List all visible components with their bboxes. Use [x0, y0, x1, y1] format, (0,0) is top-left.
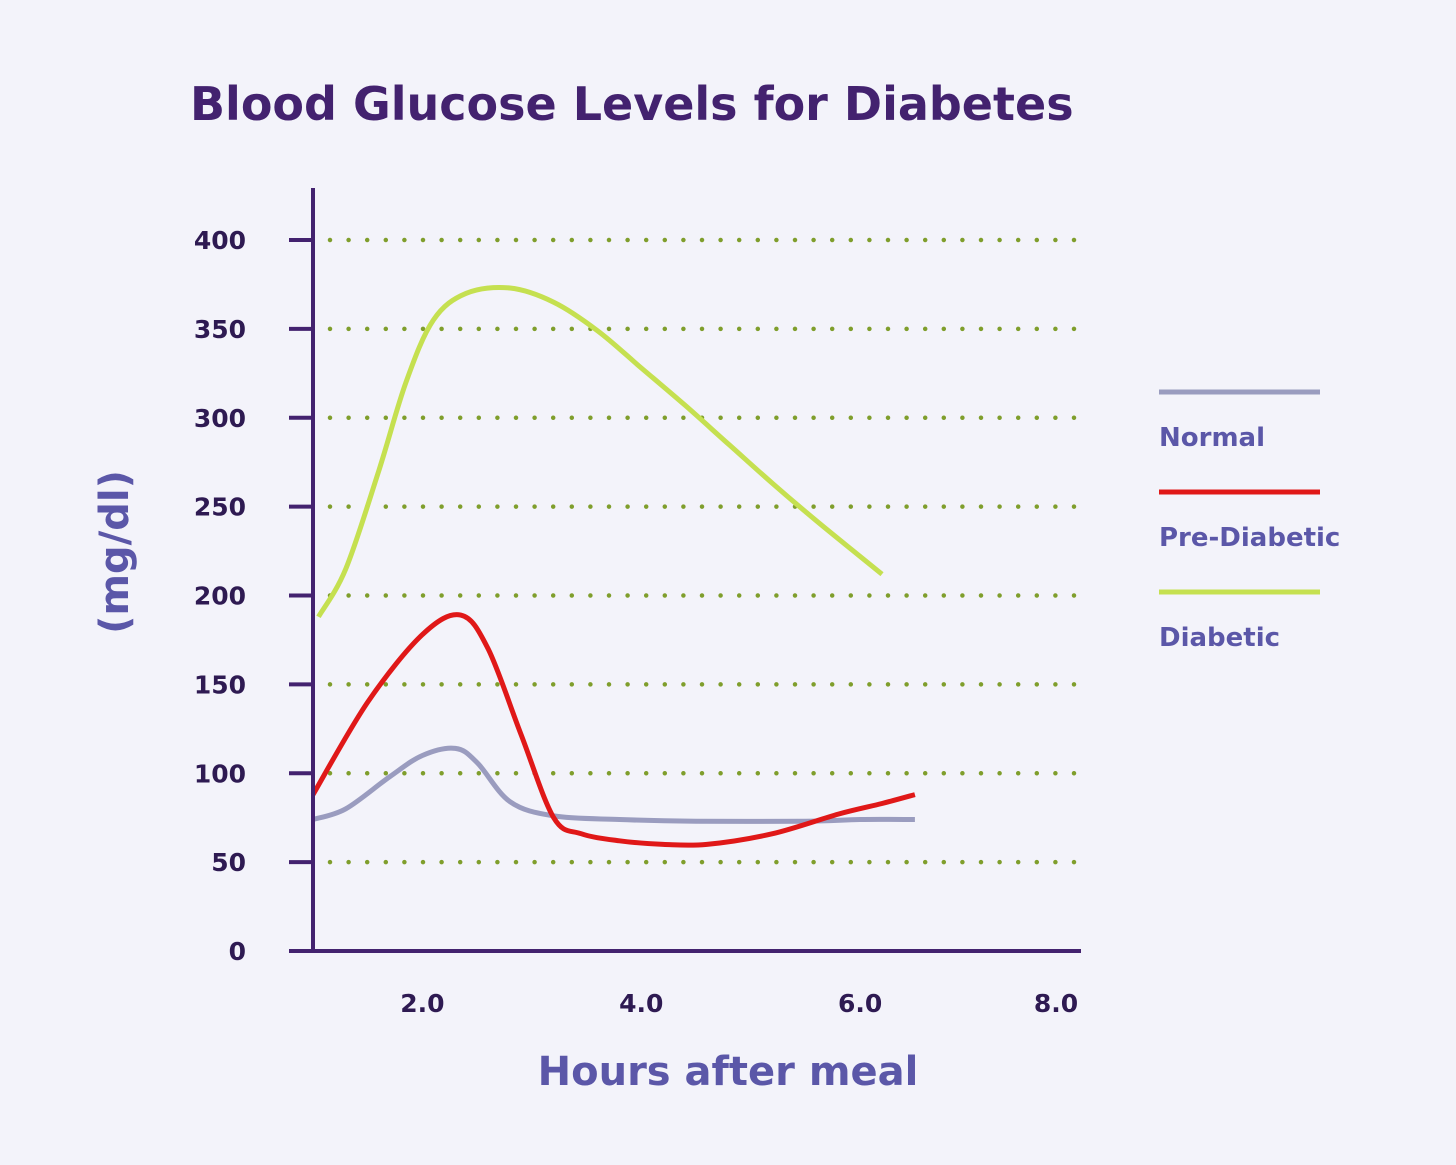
data-series — [310, 284, 916, 848]
series-line-diabetic — [316, 284, 884, 619]
legend-label-normal: Normal — [1159, 423, 1265, 453]
y-tick-label: 200 — [194, 582, 246, 611]
y-tick-label: 0 — [229, 937, 246, 966]
legend-label-diabetic: Diabetic — [1159, 623, 1280, 653]
gridlines — [327, 237, 1085, 865]
y-tick-label: 50 — [211, 848, 246, 877]
x-tick-label: 6.0 — [838, 989, 882, 1018]
y-tick-label: 350 — [194, 315, 246, 344]
axis-ticks: 0 50 100 150 200 250 300 350 400 2.0 4.0 6.0 8.0 — [194, 226, 1078, 1018]
x-tick-label: 4.0 — [619, 989, 663, 1018]
y-tick-label: 300 — [194, 404, 246, 433]
y-tick-label: 100 — [194, 759, 246, 788]
legend: Normal Pre-Diabetic Diabetic — [1159, 389, 1340, 653]
x-tick-label: 2.0 — [400, 989, 444, 1018]
y-tick-label: 400 — [194, 226, 246, 255]
y-axis-title: (mg/dl) — [92, 470, 138, 634]
chart-title: Blood Glucose Levels for Diabetes — [190, 77, 1074, 131]
y-tick-label: 250 — [194, 493, 246, 522]
x-axis-title: Hours after meal — [538, 1049, 919, 1095]
legend-label-pre-diabetic: Pre-Diabetic — [1159, 523, 1340, 553]
x-tick-label: 8.0 — [1034, 989, 1078, 1018]
series-line-normal — [312, 745, 915, 824]
series-line-pre-diabetic — [310, 612, 916, 848]
y-tick-label: 150 — [194, 670, 246, 699]
